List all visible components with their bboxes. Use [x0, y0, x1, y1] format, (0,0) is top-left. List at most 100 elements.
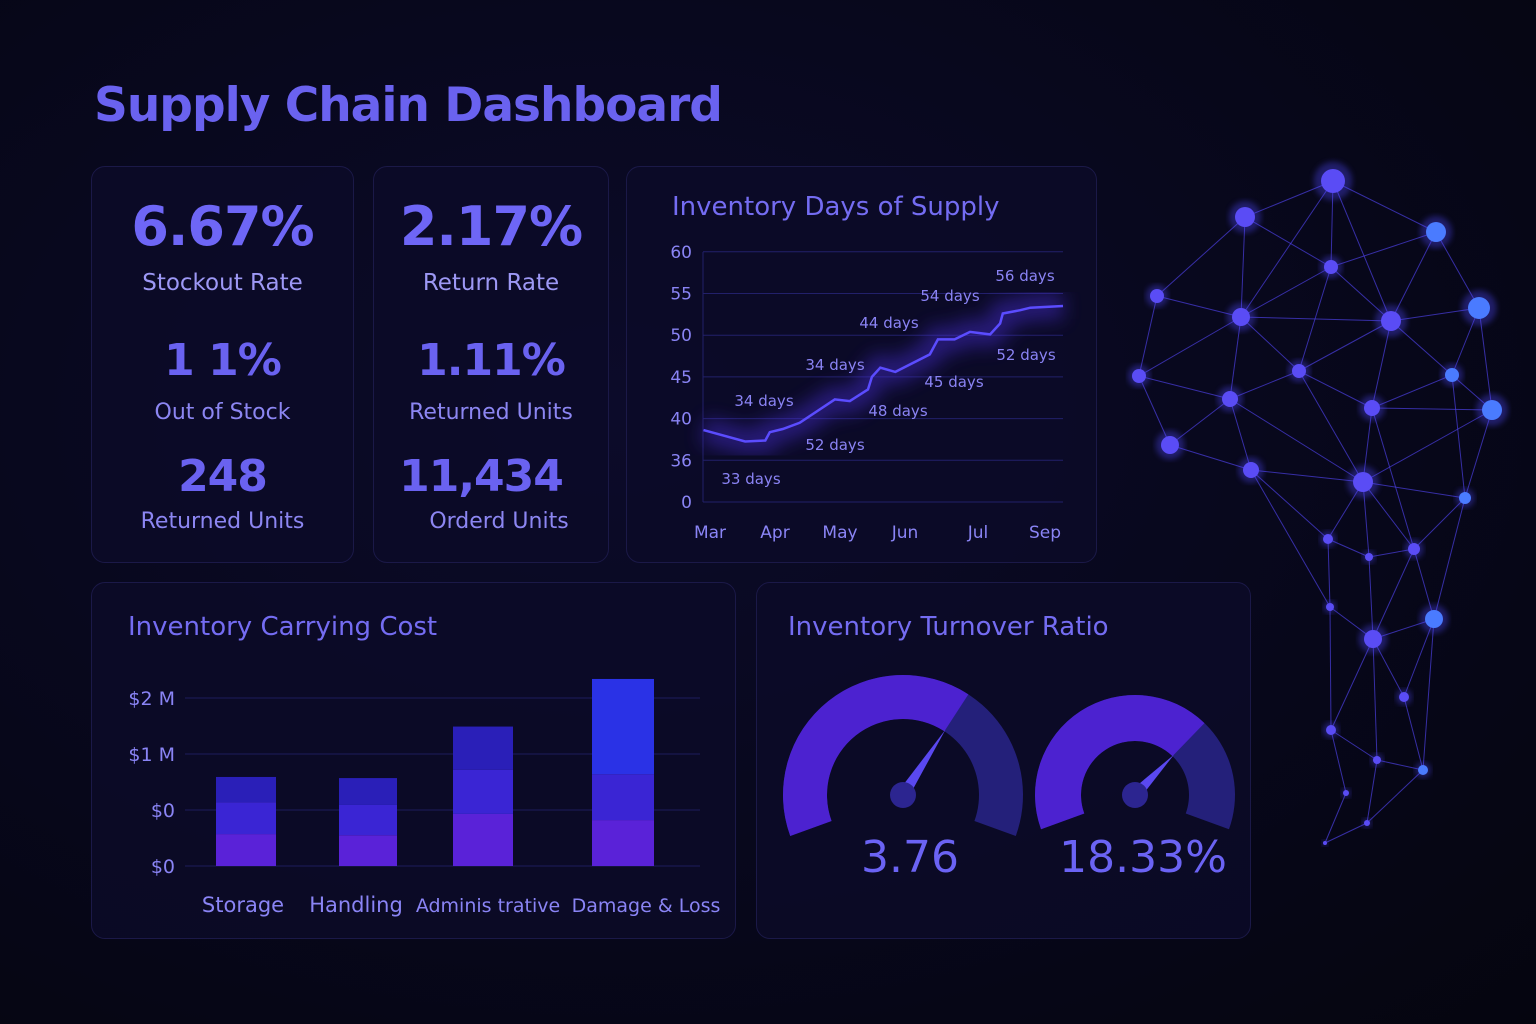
network-edge — [1138, 316, 1242, 377]
network-node — [1222, 391, 1238, 407]
gauge-value-percent: 18.33% — [1059, 832, 1227, 883]
network-node — [1468, 297, 1490, 319]
network-edge — [1138, 295, 1158, 377]
x-tick-label: Adminis trative — [416, 895, 560, 917]
return-rate-value: 2.17% — [399, 195, 583, 258]
network-node — [1343, 790, 1349, 796]
bar-segment — [339, 778, 397, 805]
network-edge — [1327, 538, 1331, 608]
gauge-fill — [783, 675, 969, 837]
stockout-rate-value: 6.67% — [131, 195, 314, 258]
x-tick-label: Handling — [309, 893, 403, 917]
bar-segment — [216, 802, 276, 835]
network-edge — [1244, 216, 1332, 268]
network-edge — [1250, 469, 1364, 483]
data-label: 52 days — [805, 436, 865, 454]
network-edge — [1371, 407, 1415, 550]
x-tick-label: Storage — [202, 893, 284, 917]
network-edge — [1372, 548, 1415, 640]
data-label: 54 days — [920, 287, 980, 305]
returned-units-pct-label: Returned Units — [409, 400, 573, 425]
network-node — [1292, 364, 1306, 378]
stockout-rate-label: Stockout Rate — [142, 270, 303, 296]
network-node — [1132, 369, 1146, 383]
network-edge — [1366, 769, 1424, 824]
bar-segment — [216, 834, 276, 866]
data-label: 34 days — [734, 392, 794, 410]
series-line — [703, 304, 1064, 443]
x-tick-label: May — [822, 523, 857, 543]
network-edge — [1298, 370, 1364, 483]
network-edge — [1298, 320, 1392, 372]
network-edge — [1324, 792, 1347, 844]
network-edge — [1433, 497, 1466, 620]
network-node — [1482, 400, 1502, 420]
data-label: 44 days — [859, 314, 919, 332]
ordered-units-value: 11,434 — [399, 451, 564, 502]
network-node — [1364, 630, 1382, 648]
network-node — [1364, 820, 1370, 826]
bar-segment — [592, 820, 654, 866]
network-node — [1459, 492, 1471, 504]
ordered-units-label: Orderd Units — [429, 509, 569, 534]
y-tick-label: 60 — [670, 243, 692, 263]
network-edge — [1390, 231, 1437, 322]
network-edge — [1240, 266, 1332, 318]
network-edge — [1422, 618, 1435, 771]
network-edge — [1371, 407, 1493, 411]
network-edge — [1330, 638, 1374, 731]
y-tick-label: $1 M — [128, 744, 175, 766]
gauge-needle — [897, 729, 946, 799]
network-node — [1324, 260, 1338, 274]
bar-segment — [339, 804, 397, 836]
y-tick-label: 36 — [670, 451, 692, 471]
bar-segment — [216, 776, 276, 803]
network-node — [1326, 603, 1334, 611]
network-edge — [1229, 398, 1364, 483]
network-edge — [1324, 822, 1368, 844]
network-edge — [1250, 469, 1329, 540]
network-edge — [1329, 606, 1332, 731]
out-of-stock-value: 1 1% — [164, 335, 282, 386]
gauge-fill — [1035, 695, 1205, 830]
x-tick-label: Sep — [1029, 523, 1061, 543]
network-edge — [1330, 729, 1347, 794]
data-label: 52 days — [996, 346, 1056, 364]
kpi-card-stockout: 6.67% Stockout Rate 1 1% Out of Stock 24… — [91, 166, 354, 563]
y-tick-label: $2 M — [128, 688, 175, 710]
y-tick-label: 45 — [670, 368, 692, 388]
carrying-cost-title: Inventory Carrying Cost — [128, 612, 438, 642]
network-edge — [1403, 696, 1424, 771]
network-edge — [1366, 759, 1378, 824]
network-edge — [1371, 374, 1453, 409]
network-edge — [1451, 374, 1466, 499]
bar-segment — [453, 769, 513, 814]
network-edge — [1298, 370, 1373, 409]
network-node — [1365, 553, 1373, 561]
returned-units-label: Returned Units — [140, 509, 305, 534]
network-edge — [1156, 295, 1242, 318]
network-edge — [1138, 375, 1231, 400]
network-edge — [1250, 469, 1331, 608]
y-tick-label: 0 — [681, 493, 692, 513]
network-edge — [1332, 180, 1392, 322]
page-title: Supply Chain Dashboard — [94, 78, 723, 133]
network-node — [1323, 841, 1327, 845]
network-edge — [1156, 216, 1246, 297]
network-edge — [1372, 638, 1378, 761]
bar-segment — [592, 678, 654, 775]
network-edge — [1240, 316, 1392, 322]
network-node — [1321, 169, 1345, 193]
network-node — [1323, 534, 1333, 544]
turnover-title: Inventory Turnover Ratio — [788, 612, 1109, 642]
out-of-stock-label: Out of Stock — [154, 400, 291, 425]
y-tick-label: 55 — [670, 285, 692, 305]
network-node — [1243, 462, 1259, 478]
y-tick-label: 50 — [670, 326, 692, 346]
network-node — [1426, 222, 1446, 242]
kpi-card-returns: 2.17% Return Rate 1.11% Returned Units 1… — [373, 166, 609, 563]
return-rate-label: Return Rate — [422, 270, 560, 296]
bar-segment — [453, 813, 513, 866]
